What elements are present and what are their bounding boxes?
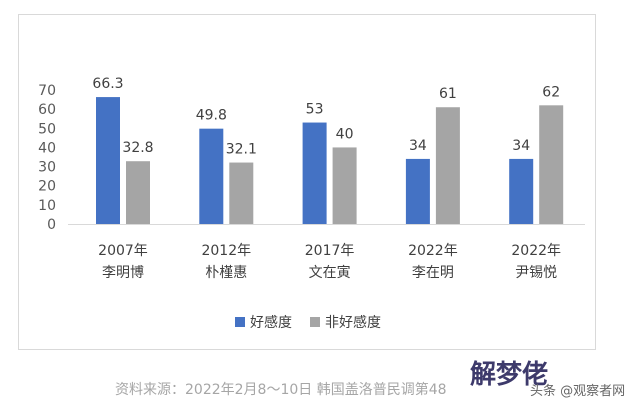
watermark-logo: 解梦佬 [470, 360, 549, 390]
source-note: 资料来源：2022年2月8～10日 韩国盖洛普民调第48 [115, 382, 447, 398]
bar [435, 107, 460, 224]
x-tick-label: 2017年 [305, 243, 355, 259]
bar [302, 122, 327, 224]
y-tick-label: 40 [38, 140, 56, 156]
bar [509, 158, 534, 224]
data-label: 32.8 [122, 140, 153, 156]
legend-swatch [310, 317, 320, 327]
y-tick-label: 20 [38, 179, 56, 195]
bar [405, 158, 430, 224]
data-label: 49.8 [196, 108, 227, 124]
data-label: 62 [542, 84, 560, 100]
data-label: 53 [306, 102, 324, 118]
x-tick-label: 李明博 [102, 264, 144, 281]
data-label: 34 [512, 138, 530, 154]
chart-frame [18, 14, 596, 350]
x-tick-label: 2007年 [98, 243, 148, 259]
y-tick-label: 30 [38, 160, 56, 176]
watermark-credit: 头条 @观察者网 [530, 384, 626, 399]
y-tick-label: 70 [38, 83, 56, 99]
data-label: 32.1 [226, 142, 257, 158]
x-tick-label: 朴槿惠 [205, 265, 247, 281]
x-tick-label: 尹锡悦 [515, 265, 557, 281]
y-tick-label: 60 [38, 102, 56, 118]
legend-label: 好感度 [250, 314, 292, 331]
legend-swatch [235, 317, 245, 327]
x-tick-label: 2012年 [201, 243, 251, 259]
y-tick-label: 10 [38, 198, 56, 214]
bar [96, 97, 120, 224]
bar [539, 105, 564, 224]
y-tick-label: 50 [38, 121, 56, 137]
y-tick-label: 0 [47, 217, 56, 233]
x-tick-label: 2022年 [408, 243, 458, 259]
data-label: 61 [439, 86, 457, 102]
data-label: 40 [336, 126, 354, 142]
data-label: 34 [409, 138, 427, 154]
bar [332, 147, 357, 224]
legend-label: 非好感度 [325, 314, 381, 331]
x-tick-label: 李在明 [412, 265, 454, 281]
x-tick-label: 2022年 [511, 243, 561, 259]
bar [126, 161, 150, 224]
x-tick-label: 文在寅 [309, 264, 351, 281]
data-label: 66.3 [92, 76, 123, 92]
bar [199, 128, 224, 224]
bar [229, 162, 254, 224]
